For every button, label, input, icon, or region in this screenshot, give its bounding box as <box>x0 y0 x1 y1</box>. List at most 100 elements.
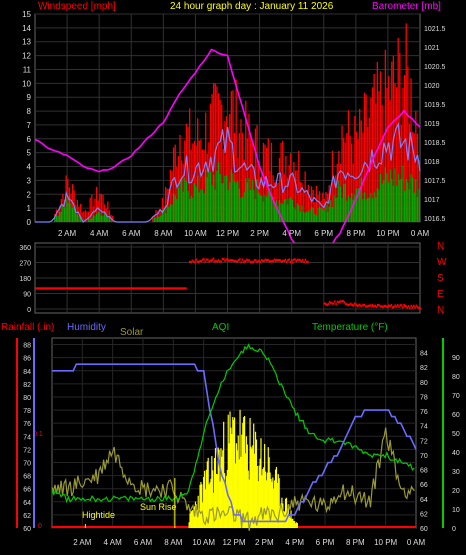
direction-point <box>128 287 131 290</box>
wind-gust-bar <box>75 204 77 222</box>
wind-gust-bar <box>270 142 273 222</box>
direction-point <box>115 287 118 290</box>
direction-point <box>327 302 330 305</box>
wind-gust-bar <box>286 177 289 222</box>
direction-point <box>146 287 149 290</box>
direction-point <box>200 260 203 263</box>
direction-point <box>149 287 151 290</box>
wind-average-bar <box>164 213 167 222</box>
wind-gust-bar <box>309 195 311 222</box>
direction-point <box>88 287 91 290</box>
rainfall-tick-label: 0 <box>38 523 42 530</box>
wind-average-bar <box>275 200 277 222</box>
wind-average-bar <box>198 192 200 222</box>
direction-point <box>129 287 132 290</box>
direction-point <box>224 259 226 262</box>
direction-point <box>192 260 195 263</box>
solar-bar <box>286 513 288 528</box>
barometer-tick-label: 1017.5 <box>424 178 446 185</box>
time-tick-label: 10 AM <box>184 229 207 238</box>
direction-point <box>369 304 372 307</box>
solar-bar <box>280 503 282 528</box>
wind-average-bar <box>333 195 335 222</box>
direction-point <box>237 259 240 262</box>
solar-bar <box>215 474 217 528</box>
direction-point <box>35 287 37 290</box>
direction-point <box>399 304 402 307</box>
direction-point <box>382 305 384 309</box>
solar-bar <box>276 482 278 528</box>
direction-point <box>52 287 55 290</box>
wind-gust-bar <box>411 131 414 222</box>
wind-average-bar <box>221 183 223 222</box>
direction-point <box>64 287 67 290</box>
barometer-axis-label: Barometer [mb] <box>372 1 441 12</box>
solar-bar <box>284 511 286 528</box>
direction-point <box>249 261 252 264</box>
solar-bar <box>262 469 264 528</box>
wind-gust-bar <box>352 163 354 222</box>
direction-point <box>201 258 204 261</box>
wind-gust-bar <box>81 212 83 222</box>
direction-point <box>137 287 140 290</box>
humidity-axis-label: Humidity <box>67 322 106 333</box>
solar-bar <box>225 476 228 528</box>
direction-point <box>253 259 256 262</box>
wind-average-bar <box>224 175 226 222</box>
wind-gust-bar <box>102 194 104 222</box>
wind-average-bar <box>301 205 303 222</box>
wind-average-bar <box>418 188 420 222</box>
solar-bar <box>227 414 229 528</box>
direction-point <box>171 287 173 290</box>
hightide-annotation: Hightide <box>82 510 115 520</box>
wind-tick-label: 5 <box>27 149 32 158</box>
direction-point <box>94 287 96 290</box>
wind-gust-bar <box>301 183 303 222</box>
wind-gust-bar <box>92 206 95 222</box>
direction-point <box>351 303 353 307</box>
temperature-tick-label: 82 <box>420 365 428 372</box>
wind-gust-bar <box>408 124 411 222</box>
wind-speed-line <box>35 122 421 223</box>
wind-gust-bar <box>112 215 114 222</box>
direction-point <box>221 257 224 261</box>
solar-bar <box>244 416 246 528</box>
direction-point <box>172 287 174 290</box>
solar-bar <box>239 409 241 528</box>
direction-point <box>183 287 186 290</box>
wind-gust-bar <box>213 83 215 222</box>
wind-gust-bar <box>87 211 90 222</box>
direction-point <box>225 258 228 261</box>
solar-bar <box>213 458 216 528</box>
solar-bar <box>192 510 194 528</box>
wind-gust-bar <box>89 197 91 222</box>
wind-average-bar <box>367 197 369 222</box>
wind-average-bar <box>158 216 160 222</box>
barometer-tick-label: 1021.5 <box>424 26 446 33</box>
humidity-tick-label: 76 <box>23 421 31 428</box>
solar-bar <box>258 465 260 528</box>
direction-point <box>276 259 279 262</box>
wind-average-bar <box>209 171 212 222</box>
direction-point <box>100 287 103 290</box>
wind-average-bar <box>156 215 159 222</box>
wind-tick-label: 8 <box>27 107 32 116</box>
compass-label: N <box>437 305 444 316</box>
wind-gust-bar <box>410 78 412 222</box>
wind-average-bar <box>222 183 224 222</box>
wind-tick-label: 6 <box>27 135 32 144</box>
humidity-tick-label: 84 <box>23 369 31 376</box>
solar-bar <box>295 522 298 528</box>
wind-gust-bar <box>415 111 417 222</box>
wind-average-bar <box>68 195 70 222</box>
wind-gust-bar <box>209 103 212 222</box>
direction-point <box>159 287 162 290</box>
wind-average-bar <box>249 189 252 222</box>
direction-point <box>79 287 82 290</box>
wind-tick-label: 9 <box>27 93 32 102</box>
direction-tick-label: 90 <box>23 292 31 299</box>
direction-point <box>132 287 135 290</box>
wind-gust-bar <box>326 193 329 222</box>
solar-tick-label: 60 <box>452 412 460 419</box>
direction-y-axis: 360 270 180 90 0 <box>19 245 31 314</box>
